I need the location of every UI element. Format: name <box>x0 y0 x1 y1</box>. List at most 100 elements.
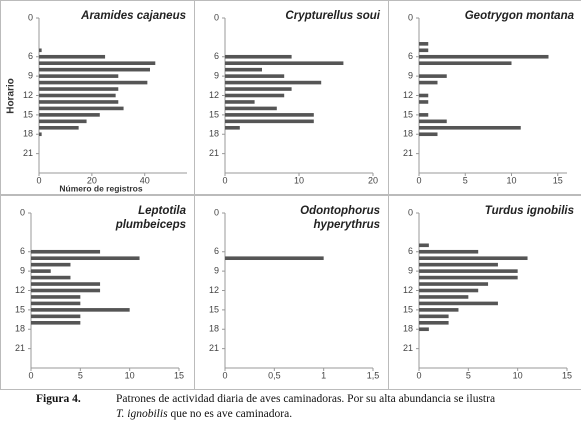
bar <box>31 269 51 273</box>
chart: 0 6 9 12 15 18 21 0 5 10 15 <box>403 207 572 380</box>
bar <box>225 256 324 261</box>
bar <box>31 288 101 293</box>
bar <box>39 93 116 98</box>
bar <box>419 314 449 319</box>
bar <box>419 113 429 117</box>
bar <box>419 243 429 248</box>
y-axis-label: Horario <box>6 78 17 114</box>
x-tick-label: 10 <box>125 370 135 380</box>
bar <box>419 320 449 325</box>
bar <box>419 100 429 104</box>
chart-title: Crypturellus soui <box>285 10 380 22</box>
x-tick-label: 20 <box>368 175 378 185</box>
x-tick-label: 15 <box>562 370 572 380</box>
y-tick-label: 0 <box>408 12 413 22</box>
y-tick-label: 9 <box>214 266 219 276</box>
bar <box>419 262 498 267</box>
y-tick-label: 0 <box>28 12 33 22</box>
bar <box>39 67 150 72</box>
chart-title: Leptotila plumbeiceps <box>115 205 186 231</box>
y-tick-label: 6 <box>20 246 25 256</box>
x-tick-label: 40 <box>140 175 150 185</box>
y-tick-label: 15 <box>15 304 25 314</box>
x-tick-label: 0 <box>222 175 227 185</box>
bar <box>39 100 119 104</box>
y-tick-label: 12 <box>403 90 413 100</box>
y-tick-label: 18 <box>209 324 219 334</box>
x-tick-label: 1,5 <box>367 370 380 380</box>
x-tick-label: 10 <box>513 370 523 380</box>
bar <box>39 125 79 130</box>
y-tick-label: 9 <box>214 71 219 81</box>
y-tick-label: 21 <box>403 148 413 158</box>
y-tick-label: 6 <box>408 51 413 61</box>
x-axis-label: Número de registros <box>59 183 142 193</box>
x-tick-label: 0 <box>416 175 421 185</box>
bar <box>31 308 130 312</box>
panel: 0 6 9 12 15 18 21 0 0,5 1 1,5 Odontophorus hyperyth… <box>194 195 389 390</box>
bar <box>419 308 459 312</box>
chart-title: Geotrygon montana <box>464 10 574 22</box>
bar <box>225 93 285 98</box>
bar <box>419 93 429 98</box>
x-tick-label: 15 <box>174 370 184 380</box>
bar <box>419 288 479 293</box>
bar <box>419 125 521 130</box>
bar <box>31 314 81 319</box>
bar <box>419 119 447 124</box>
x-tick-label: 0 <box>36 175 41 185</box>
y-tick-label: 12 <box>15 285 25 295</box>
y-tick-label: 15 <box>209 109 219 119</box>
x-tick-label: 10 <box>506 175 516 185</box>
bar <box>419 249 479 254</box>
bar <box>419 327 429 332</box>
x-tick-label: 5 <box>78 370 83 380</box>
bar <box>31 249 101 254</box>
bar <box>31 262 71 267</box>
y-tick-label: 9 <box>20 266 25 276</box>
y-tick-label: 0 <box>408 207 413 217</box>
y-tick-label: 6 <box>408 246 413 256</box>
bar <box>39 119 87 124</box>
y-tick-label: 12 <box>23 90 33 100</box>
bar <box>225 67 262 72</box>
y-tick-label: 12 <box>209 90 219 100</box>
y-tick-label: 18 <box>403 324 413 334</box>
y-tick-label: 0 <box>214 12 219 22</box>
chart-title: Turdus ignobilis <box>484 205 574 217</box>
bar <box>419 282 489 286</box>
bar <box>225 54 292 59</box>
bar <box>419 54 549 59</box>
chart: 0 6 9 12 15 18 21 0 10 20 <box>209 12 378 185</box>
chart: 0 6 9 12 15 18 21 0 20 40 Horario Número de registr… <box>6 12 187 193</box>
caption-rest: que no es ave caminadora. <box>170 408 293 420</box>
chart: 0 6 9 12 15 18 21 0 5 10 15 <box>403 12 567 185</box>
caption-italic: T. ignobilis <box>116 408 168 420</box>
bar <box>419 48 429 53</box>
bar <box>419 275 518 280</box>
x-tick-label: 0 <box>222 370 227 380</box>
y-tick-label: 15 <box>403 304 413 314</box>
bar <box>419 256 528 261</box>
y-tick-label: 21 <box>209 343 219 353</box>
chart-title: Aramides cajaneus <box>81 10 186 22</box>
caption-label: Figura 4. <box>36 393 81 405</box>
y-tick-label: 9 <box>28 71 33 81</box>
bar <box>419 301 498 306</box>
bar <box>225 61 344 66</box>
bar <box>31 275 71 280</box>
y-tick-label: 18 <box>403 129 413 139</box>
y-tick-label: 12 <box>403 285 413 295</box>
bar <box>39 74 119 78</box>
y-tick-label: 15 <box>23 109 33 119</box>
chart: 0 6 9 12 15 18 21 0 0,5 1 1,5 <box>209 207 380 380</box>
chart-title: Odontophorus hyperythrus <box>300 205 380 231</box>
y-tick-label: 6 <box>214 51 219 61</box>
x-tick-label: 10 <box>294 175 304 185</box>
x-tick-label: 20 <box>87 175 97 185</box>
x-tick-label: 1 <box>321 370 326 380</box>
y-tick-label: 21 <box>403 343 413 353</box>
bar <box>31 282 101 286</box>
bar <box>39 132 42 137</box>
y-tick-label: 21 <box>15 343 25 353</box>
